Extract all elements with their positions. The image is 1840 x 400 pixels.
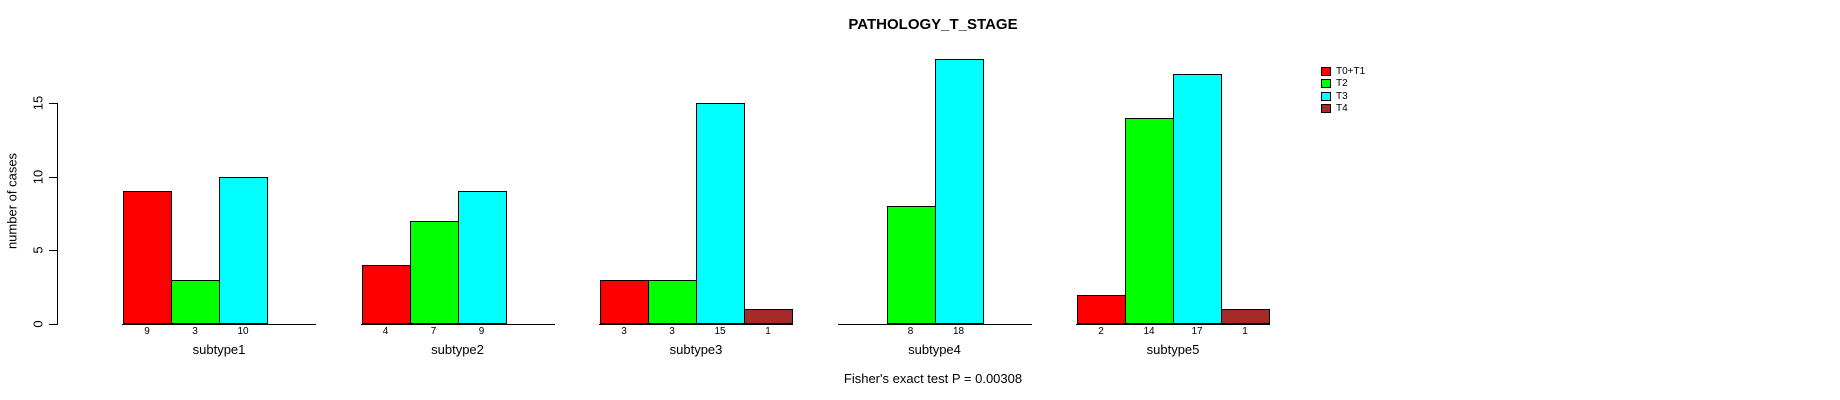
bar-value-label: 17 bbox=[1191, 326, 1203, 337]
legend-label-t3: T3 bbox=[1336, 91, 1348, 102]
x-axis-baseline bbox=[122, 324, 316, 325]
bar-value-label: 7 bbox=[430, 326, 437, 337]
bar-value-label: 9 bbox=[478, 326, 485, 337]
x-axis-baseline bbox=[599, 324, 793, 325]
y-axis-tick bbox=[49, 177, 57, 178]
bar-subtype3-t0-t1 bbox=[600, 280, 649, 324]
bar-subtype5-t4 bbox=[1221, 309, 1270, 324]
bar-subtype5-t2 bbox=[1125, 118, 1174, 324]
y-axis-tick bbox=[49, 324, 57, 325]
bar-subtype5-t0-t1 bbox=[1077, 295, 1126, 324]
bar-value-label: 3 bbox=[669, 326, 675, 337]
category-label-subtype5: subtype5 bbox=[1146, 342, 1200, 357]
y-tick-label: 15 bbox=[30, 95, 46, 111]
annotation-text: Fisher's exact test P = 0.00308 bbox=[843, 371, 1023, 386]
chart-title: PATHOLOGY_T_STAGE bbox=[848, 16, 1018, 33]
bar-subtype3-t2 bbox=[648, 280, 697, 324]
y-tick-label: 0 bbox=[30, 320, 46, 328]
bar-subtype3-t3 bbox=[696, 103, 745, 324]
bar-subtype1-t2 bbox=[171, 280, 220, 324]
category-label-subtype2: subtype2 bbox=[431, 342, 484, 357]
category-label-subtype4: subtype4 bbox=[908, 342, 961, 357]
bar-value-label: 1 bbox=[765, 326, 771, 337]
legend-label-t4: T4 bbox=[1336, 103, 1348, 114]
legend-swatch-t4 bbox=[1321, 104, 1331, 113]
bar-subtype2-t3 bbox=[457, 191, 507, 324]
legend-swatch-t0-t1 bbox=[1321, 67, 1331, 76]
bar-subtype3-t4 bbox=[744, 309, 793, 324]
x-axis-baseline bbox=[1076, 324, 1270, 325]
bar-value-label: 9 bbox=[144, 326, 150, 337]
bar-subtype5-t3 bbox=[1173, 74, 1222, 324]
bar-value-label: 3 bbox=[621, 326, 627, 337]
bar-value-label: 8 bbox=[907, 326, 914, 337]
bar-value-label: 18 bbox=[952, 326, 965, 337]
bar-value-label: 3 bbox=[192, 326, 198, 337]
bar-value-label: 2 bbox=[1098, 326, 1104, 337]
y-tick-label: 10 bbox=[30, 169, 46, 185]
bar-value-label: 14 bbox=[1143, 326, 1155, 337]
y-axis-tick bbox=[49, 250, 57, 251]
bar-value-label: 1 bbox=[1242, 326, 1248, 337]
bar-subtype1-t3 bbox=[219, 177, 268, 324]
bar-subtype4-t2 bbox=[886, 206, 936, 324]
bar-subtype2-t0-t1 bbox=[361, 265, 411, 324]
legend-label-t0-t1: T0+T1 bbox=[1336, 66, 1366, 77]
x-axis-baseline bbox=[837, 324, 1032, 325]
bar-value-label: 15 bbox=[714, 326, 726, 337]
legend-swatch-t3 bbox=[1321, 92, 1331, 101]
y-tick-label: 5 bbox=[30, 246, 46, 254]
bar-subtype1-t0-t1 bbox=[123, 191, 172, 324]
bar-subtype2-t2 bbox=[409, 221, 459, 324]
legend-label-t2: T2 bbox=[1336, 78, 1348, 89]
category-label-subtype1: subtype1 bbox=[192, 342, 246, 357]
legend-swatch-t2 bbox=[1321, 79, 1331, 88]
bar-value-label: 10 bbox=[237, 326, 249, 337]
y-axis-line bbox=[57, 103, 58, 325]
x-axis-baseline bbox=[360, 324, 555, 325]
bar-subtype4-t3 bbox=[934, 59, 984, 324]
y-axis-label: number of cases bbox=[4, 152, 20, 250]
category-label-subtype3: subtype3 bbox=[669, 342, 723, 357]
bar-value-label: 4 bbox=[382, 326, 389, 337]
y-axis-tick bbox=[49, 103, 57, 104]
